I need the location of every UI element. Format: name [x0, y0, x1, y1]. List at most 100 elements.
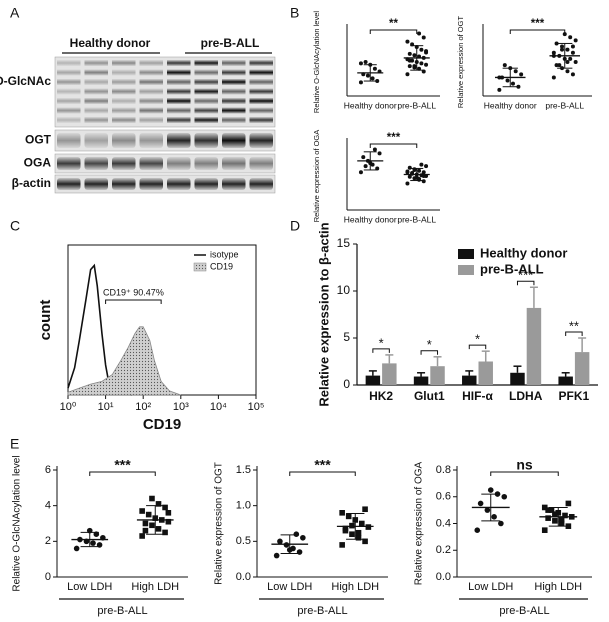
- data-point: [516, 84, 521, 89]
- x-tick-label: 10⁵: [248, 401, 265, 413]
- y-tick-label: 1.0: [236, 500, 251, 512]
- blot-band: [84, 98, 108, 104]
- data-point: [155, 526, 162, 532]
- data-point: [349, 522, 355, 529]
- data-point: [421, 179, 426, 184]
- x-tick-label: pre-B-ALL: [545, 100, 584, 110]
- western-blot: Healthy donor pre-B-ALL O-GlcNAc OGT OGA β-ac…: [0, 36, 276, 194]
- x-tick-label: HIF-α: [462, 389, 493, 403]
- data-point: [565, 500, 572, 507]
- data-point: [345, 513, 352, 520]
- blot-band: [222, 107, 246, 114]
- significance-bracket: [509, 29, 566, 34]
- blot-band: [167, 69, 191, 76]
- group-label: pre-B-ALL: [97, 605, 147, 617]
- y-tick-label: 0.4: [436, 517, 451, 529]
- blot-band: [57, 133, 81, 148]
- data-point: [296, 549, 303, 555]
- gate-label: CD19⁺ 90.47%: [103, 287, 164, 297]
- blot-band: [112, 117, 136, 123]
- blot-group-label: pre-B-ALL: [201, 36, 260, 50]
- blot-band: [57, 157, 81, 170]
- blot-band: [57, 107, 81, 114]
- blot-band: [84, 79, 108, 85]
- blot-band: [167, 133, 191, 148]
- y-axis-label: Relative expression to β-actin: [316, 222, 331, 406]
- blot-band: [84, 133, 108, 148]
- blot-band: [139, 133, 163, 148]
- data-point: [417, 31, 422, 36]
- x-tick-label: Healthy donor: [344, 214, 397, 224]
- data-point: [424, 62, 429, 67]
- x-tick-label: Glut1: [414, 389, 445, 403]
- data-point: [474, 527, 481, 533]
- bar: [382, 363, 397, 385]
- y-axis-label: Relative expression of OGT: [456, 16, 465, 109]
- bar: [478, 361, 493, 385]
- data-point: [554, 41, 559, 46]
- data-point: [139, 533, 145, 539]
- data-point: [565, 69, 570, 74]
- data-point: [293, 531, 300, 537]
- y-tick-label: 0: [45, 571, 51, 583]
- data-point: [477, 500, 484, 507]
- blot-row-label: OGT: [25, 133, 52, 147]
- panel-label: A: [10, 5, 20, 21]
- significance-label: ns: [516, 457, 533, 473]
- data-point: [162, 504, 168, 511]
- blot-band: [112, 157, 136, 170]
- data-point: [363, 164, 368, 169]
- legend-swatch: [193, 262, 207, 272]
- blot-band: [139, 60, 163, 66]
- blot-band: [57, 178, 81, 190]
- blot-band: [167, 79, 191, 85]
- panel-label: E: [10, 436, 19, 452]
- blot-band: [249, 107, 273, 114]
- data-point: [502, 63, 507, 68]
- data-point: [405, 72, 410, 77]
- blot-band: [139, 178, 163, 190]
- blot-row-label: O-GlcNAc: [0, 74, 51, 88]
- panel-label: D: [290, 218, 300, 234]
- data-point: [501, 493, 508, 500]
- blot-band: [139, 79, 163, 85]
- data-point: [570, 44, 575, 49]
- significance-label: *: [379, 335, 384, 350]
- data-point: [417, 177, 422, 182]
- data-point: [562, 32, 567, 37]
- data-point: [149, 522, 155, 529]
- data-point: [505, 78, 510, 83]
- data-point: [339, 510, 345, 516]
- data-point: [551, 75, 556, 80]
- significance-label: ***: [114, 457, 131, 473]
- blot-band: [139, 69, 163, 76]
- bar-chart: 0 5 10 15 Relative expression to β-actin HK2 *…: [316, 222, 598, 407]
- blot-band: [139, 107, 163, 114]
- blot-band: [249, 69, 273, 76]
- data-point: [372, 147, 377, 152]
- data-point: [361, 155, 366, 160]
- data-point: [419, 47, 424, 52]
- blot-band: [139, 98, 163, 104]
- data-point: [419, 162, 424, 167]
- data-point: [568, 56, 573, 61]
- gate-bracket: [105, 299, 162, 304]
- blot-band: [84, 157, 108, 170]
- data-point: [73, 545, 80, 552]
- group-label: pre-B-ALL: [297, 605, 347, 617]
- dot-plot: 0.0 0.2 0.4 0.6 0.8 Relative expression of OG…: [414, 457, 592, 617]
- bar: [574, 352, 590, 385]
- data-point: [552, 511, 558, 517]
- histogram-area: [67, 326, 181, 396]
- blot-band: [222, 157, 246, 170]
- panel-label: C: [10, 218, 20, 234]
- blot-band: [112, 98, 136, 104]
- x-tick-label: High LDH: [534, 581, 582, 593]
- significance-label: ***: [387, 132, 401, 144]
- legend-swatch: [458, 265, 474, 275]
- significance-bracket: [420, 350, 439, 355]
- significance-bracket: [89, 471, 156, 476]
- data-point: [365, 524, 372, 530]
- blot-band: [139, 157, 163, 170]
